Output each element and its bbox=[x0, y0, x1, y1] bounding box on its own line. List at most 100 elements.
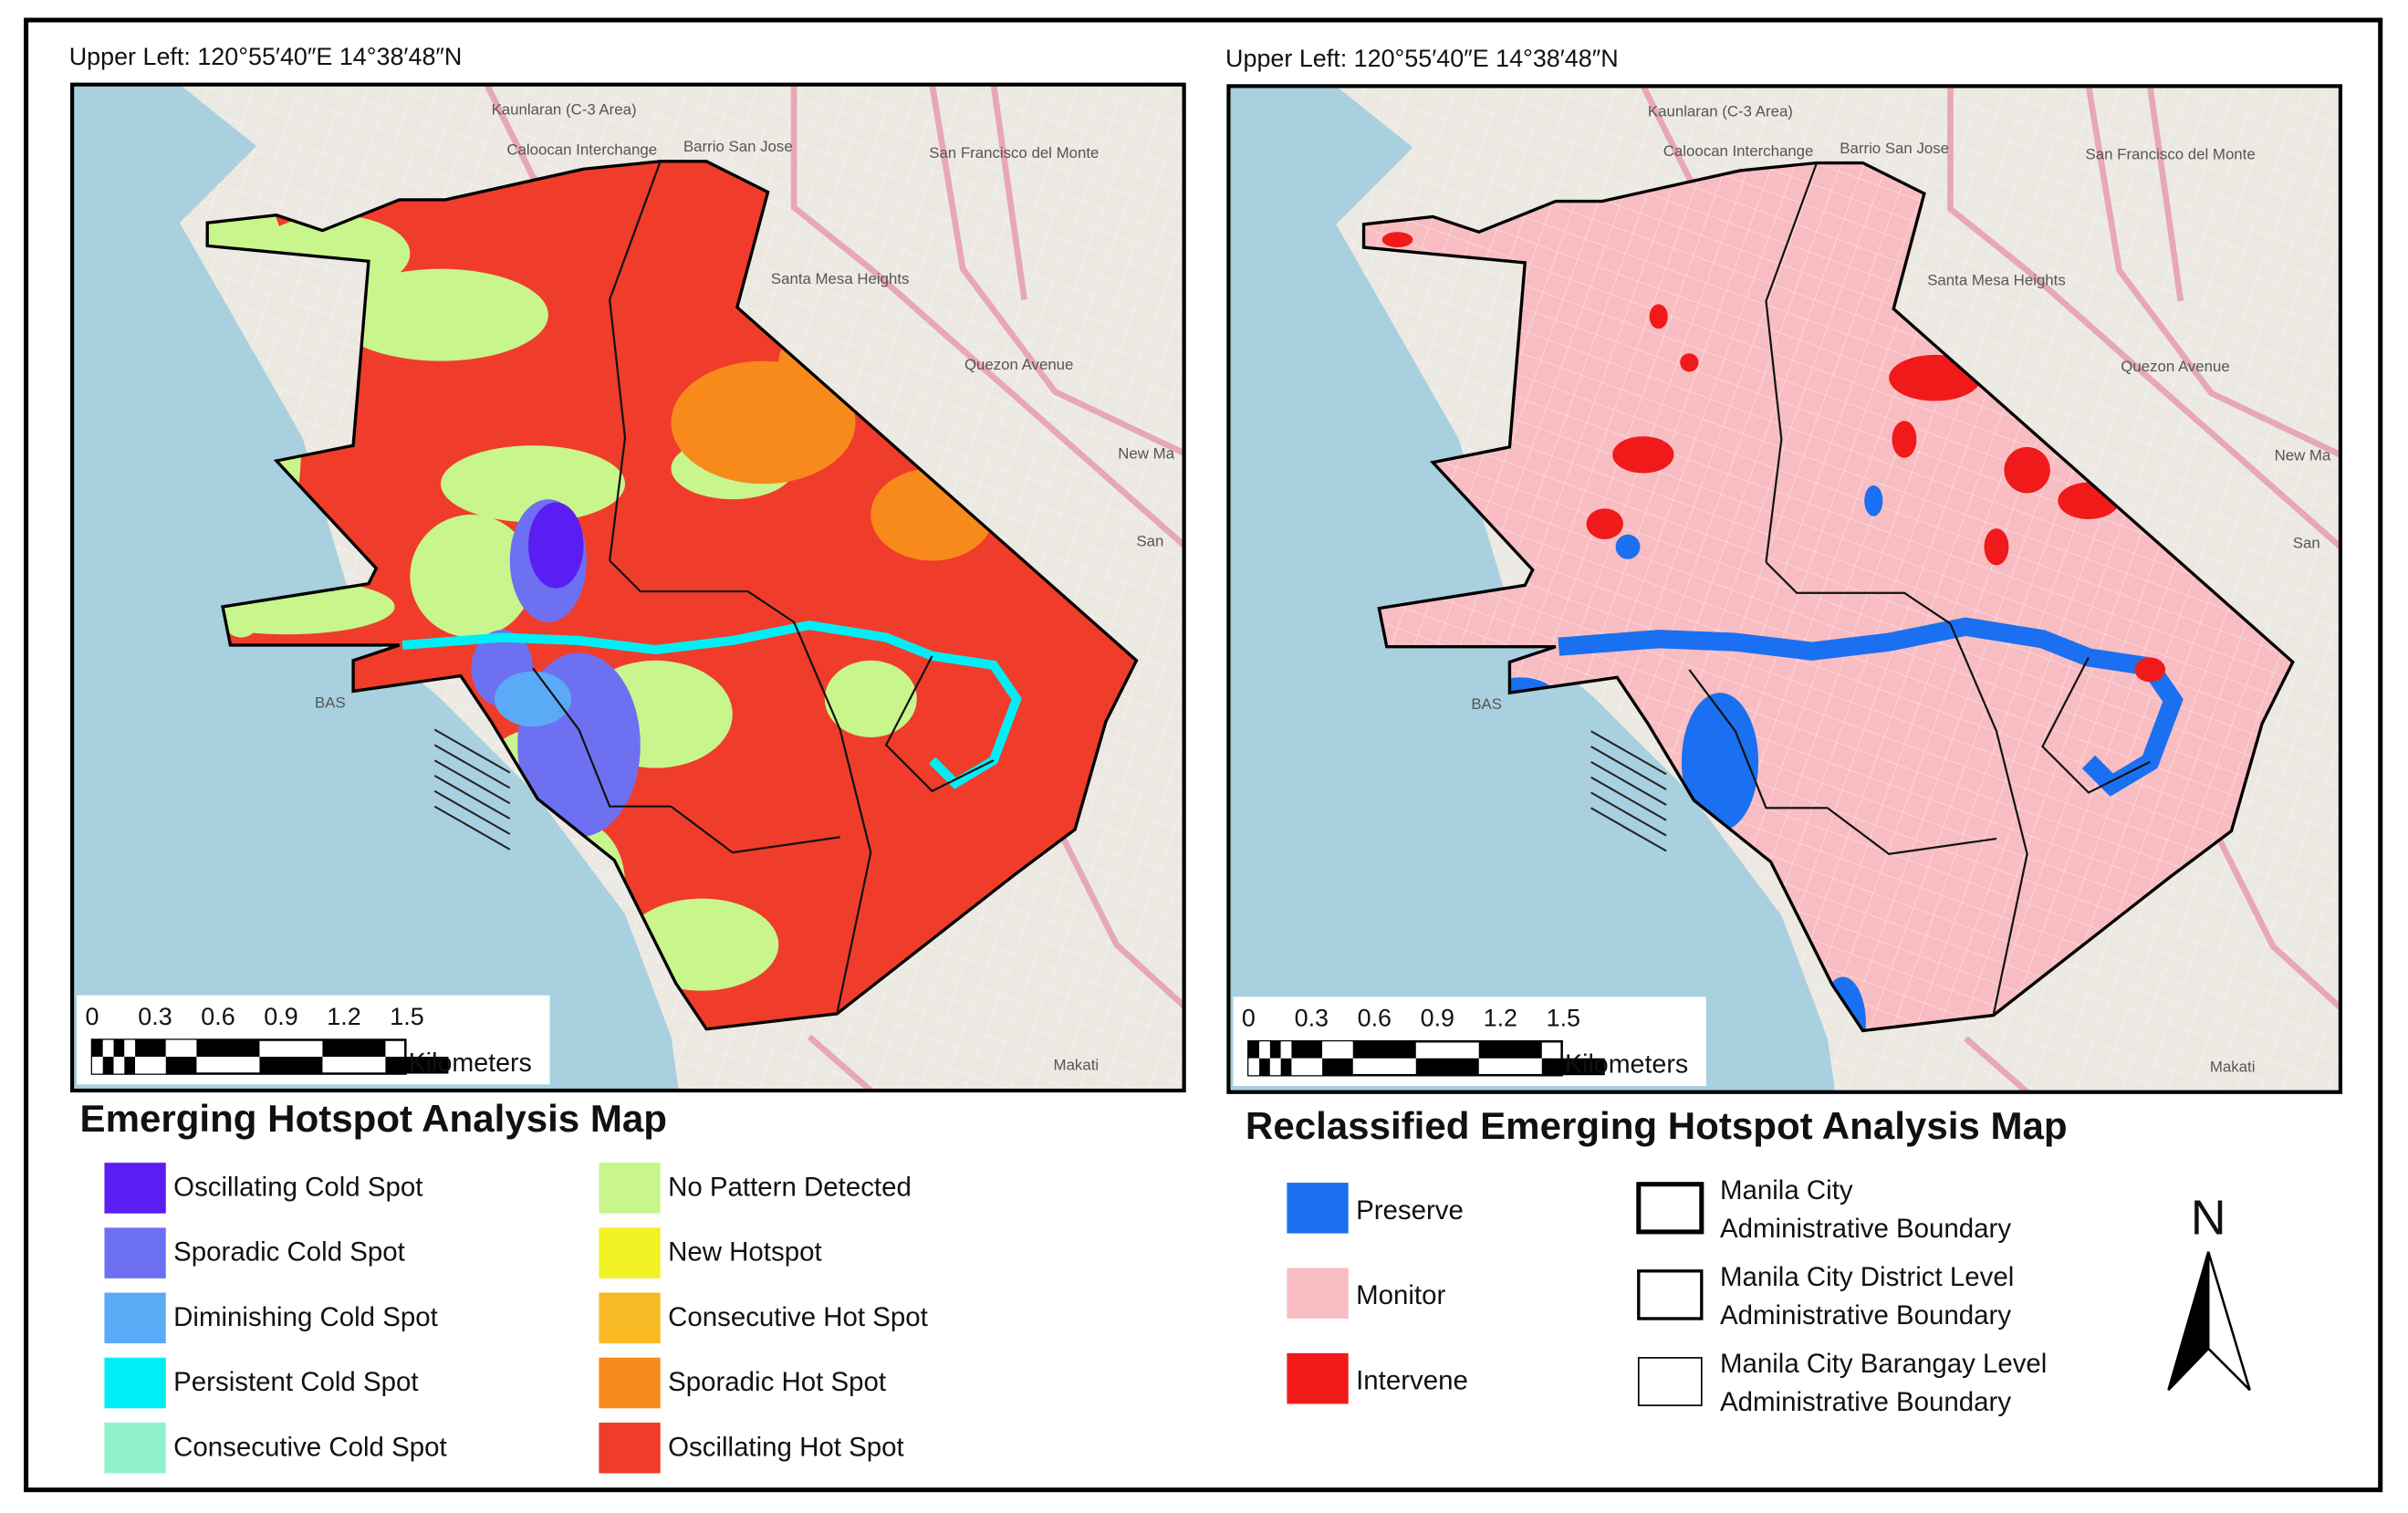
intervene-area bbox=[1984, 528, 2009, 566]
figure-border bbox=[24, 17, 2383, 1493]
legend-swatch bbox=[104, 1292, 166, 1344]
legend-label: No Pattern Detected bbox=[668, 1173, 912, 1203]
scale-unit: Kilometers bbox=[409, 1049, 532, 1078]
pier bbox=[433, 789, 511, 835]
water bbox=[72, 84, 679, 1091]
legend-label: Oscillating Hot Spot bbox=[668, 1432, 904, 1462]
scale-tick-label: 1.5 bbox=[1547, 1005, 1580, 1032]
district-boundary bbox=[609, 161, 662, 561]
district-boundary bbox=[884, 655, 995, 793]
no-pattern-area bbox=[441, 445, 625, 523]
district-boundary bbox=[609, 559, 795, 623]
basemap-label: San Francisco del Monte bbox=[2086, 146, 2256, 163]
basemap-label: Quezon Avenue bbox=[2121, 358, 2229, 375]
scale-block bbox=[165, 1039, 197, 1058]
district-boundary bbox=[2041, 656, 2151, 794]
scale-block bbox=[1248, 1041, 1260, 1059]
scale-block bbox=[1269, 1058, 1281, 1076]
scale-block bbox=[91, 1039, 103, 1058]
district-boundary bbox=[1949, 622, 2028, 1016]
legend-label: Persistent Cold Spot bbox=[173, 1367, 418, 1397]
road bbox=[2085, 86, 2340, 458]
scale-block bbox=[196, 1039, 260, 1058]
legend-label: Consecutive Cold Spot bbox=[173, 1432, 446, 1462]
boundary-swatch bbox=[1637, 1357, 1703, 1406]
scale-block bbox=[1352, 1041, 1416, 1059]
legend-title: Emerging Hotspot Analysis Map bbox=[80, 1097, 667, 1140]
basemap-label: San bbox=[2293, 534, 2320, 551]
road bbox=[790, 84, 1184, 548]
scale-block bbox=[1291, 1058, 1323, 1076]
scale-tick-label: 0.3 bbox=[138, 1003, 172, 1030]
legend-title: Reclassified Emerging Hotspot Analysis M… bbox=[1246, 1104, 2068, 1147]
no-pattern-area bbox=[333, 268, 548, 361]
map: Kaunlaran (C-3 Area) Caloocan Interchange… bbox=[1228, 86, 2340, 1092]
basemap-label: Caloocan Interchange bbox=[506, 141, 657, 158]
boundary-swatch bbox=[1637, 1269, 1704, 1320]
pier bbox=[1590, 746, 1667, 791]
district-boundary bbox=[793, 621, 872, 1015]
basemap-label: Santa Mesa Heights bbox=[1927, 272, 2066, 289]
preserve-area bbox=[1681, 693, 1759, 831]
road bbox=[2208, 821, 2340, 1010]
boundary-label: Manila City bbox=[1720, 1175, 1853, 1205]
intervene-area bbox=[2004, 446, 2050, 494]
road bbox=[929, 84, 1184, 456]
pier bbox=[433, 805, 511, 850]
intervene-area bbox=[1612, 436, 1674, 474]
basemap-label: Caloocan Interchange bbox=[1663, 142, 1814, 160]
pier bbox=[1590, 761, 1667, 806]
basemap-label: Barrio San Jose bbox=[1840, 140, 1949, 157]
intervene-area bbox=[1381, 232, 1413, 248]
district-boundary bbox=[1765, 561, 1952, 625]
legend-swatch bbox=[599, 1163, 661, 1214]
legend-swatch bbox=[104, 1227, 166, 1278]
basemap-label: New Ma bbox=[2275, 446, 2331, 464]
road bbox=[1947, 86, 2340, 549]
road bbox=[990, 84, 1027, 300]
pier bbox=[433, 775, 511, 820]
scale-block bbox=[124, 1057, 136, 1074]
preserve-area bbox=[1615, 534, 1641, 559]
north-arrow-right bbox=[2206, 1251, 2251, 1392]
legend-label: New Hotspot bbox=[668, 1237, 822, 1268]
scale-block bbox=[1322, 1058, 1353, 1076]
district-boundary bbox=[670, 805, 840, 854]
legend-swatch bbox=[599, 1357, 661, 1409]
scale-block bbox=[1541, 1058, 1605, 1076]
basemap-label: BAS bbox=[315, 694, 346, 711]
scale-tick-label: 0 bbox=[1242, 1005, 1256, 1032]
pier bbox=[1590, 776, 1667, 821]
scale-block bbox=[113, 1039, 125, 1058]
basemap-label: Kaunlaran (C-3 Area) bbox=[492, 101, 637, 119]
legend-swatch bbox=[599, 1292, 661, 1344]
boundary-label: Administrative Boundary bbox=[1720, 1214, 2011, 1244]
north-arrow-left bbox=[2167, 1251, 2210, 1392]
scale-tick-label: 0 bbox=[85, 1003, 99, 1030]
north-label: N bbox=[2191, 1190, 2226, 1245]
map-frame bbox=[1226, 84, 2343, 1094]
oscillating-hot-area bbox=[207, 161, 1137, 1029]
basemap-label: BAS bbox=[1471, 695, 1502, 713]
legend-swatch bbox=[599, 1227, 661, 1278]
scale-block bbox=[259, 1057, 323, 1074]
boundary-label: Manila City Barangay Level bbox=[1720, 1349, 2047, 1379]
intervene-area bbox=[1586, 508, 1623, 539]
scale-block bbox=[91, 1057, 103, 1074]
pier bbox=[1590, 791, 1667, 837]
pier bbox=[433, 728, 511, 774]
basemap-label: Santa Mesa Heights bbox=[771, 270, 910, 287]
scale-block bbox=[1291, 1041, 1323, 1059]
scale-unit: Kilometers bbox=[1565, 1050, 1688, 1080]
scale-block bbox=[1415, 1058, 1479, 1076]
corner-label: Upper Left: 120°55′40″E 14°38′48″N bbox=[1225, 45, 1619, 72]
road bbox=[2146, 86, 2184, 302]
legend-label: Preserve bbox=[1356, 1195, 1464, 1226]
basemap-label: New Ma bbox=[1118, 445, 1174, 463]
scale-block bbox=[124, 1039, 136, 1058]
scale-block bbox=[165, 1057, 197, 1074]
scale-tick-label: 0.9 bbox=[1421, 1005, 1454, 1032]
scale-block bbox=[102, 1039, 114, 1058]
oscillating-cold-area bbox=[527, 502, 584, 589]
